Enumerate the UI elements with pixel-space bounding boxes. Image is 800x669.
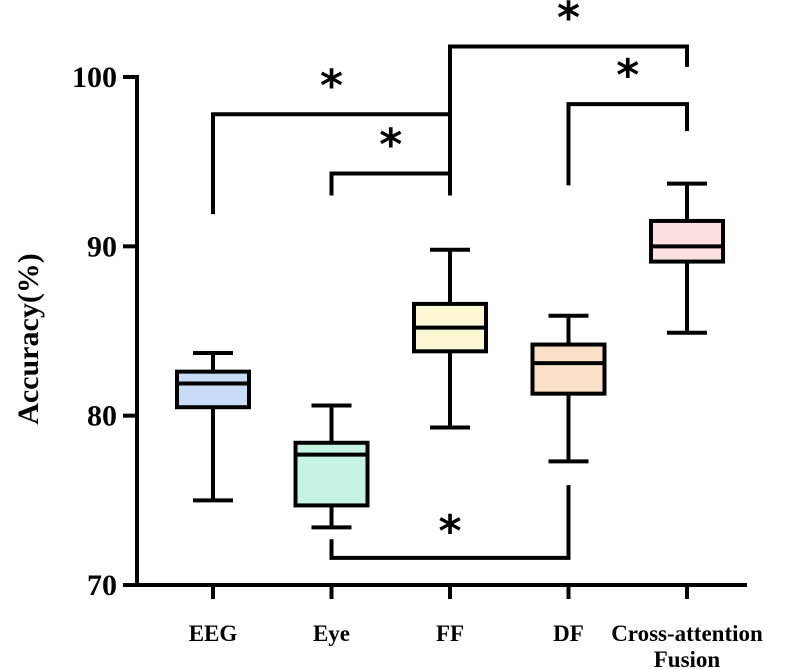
- y-tick-label: 90: [87, 230, 117, 263]
- box-ff: [412, 247, 488, 430]
- box-cross-attention-fusion: [649, 181, 725, 335]
- y-axis-label: Accuracy(%): [12, 253, 45, 425]
- significance-star: *: [438, 506, 461, 557]
- x-tick-label: DF: [553, 621, 584, 646]
- significance-star: *: [616, 50, 639, 101]
- y-tick-label: 80: [87, 400, 117, 433]
- significance-brackets: * * * * *: [211, 0, 689, 560]
- significance-star: *: [320, 60, 343, 111]
- axes: [123, 75, 747, 599]
- bracket-line: [566, 102, 689, 186]
- box-df: [530, 313, 607, 464]
- y-tick-label: 100: [72, 61, 117, 94]
- significance-star: *: [557, 0, 580, 44]
- x-tick-label: EEG: [189, 621, 238, 646]
- bracket-line: [211, 112, 452, 215]
- significance-bracket: *: [448, 0, 689, 196]
- bracket-line: [329, 171, 452, 196]
- iqr-box: [293, 440, 370, 508]
- axis-labels: 70 80 90 100 EEG Eye FF DF Cross-attentionFusion…: [12, 61, 763, 669]
- bracket-line: [448, 44, 689, 196]
- iqr-box: [530, 342, 607, 396]
- x-tick-label: Fusion: [654, 647, 721, 669]
- box-eye: [293, 403, 370, 530]
- iqr-box: [175, 369, 251, 410]
- box-eeg: [175, 351, 251, 503]
- iqr-box: [649, 218, 725, 264]
- x-tick-label: Cross-attention: [611, 621, 763, 646]
- y-tick-label: 70: [87, 569, 117, 602]
- significance-bracket: *: [329, 120, 452, 196]
- significance-bracket: *: [329, 485, 571, 560]
- x-tick-label: FF: [436, 621, 464, 646]
- bracket-line: [329, 485, 571, 560]
- boxes: [175, 181, 725, 530]
- significance-star: *: [379, 120, 402, 171]
- x-tick-label: Eye: [313, 621, 350, 646]
- significance-bracket: *: [566, 50, 689, 186]
